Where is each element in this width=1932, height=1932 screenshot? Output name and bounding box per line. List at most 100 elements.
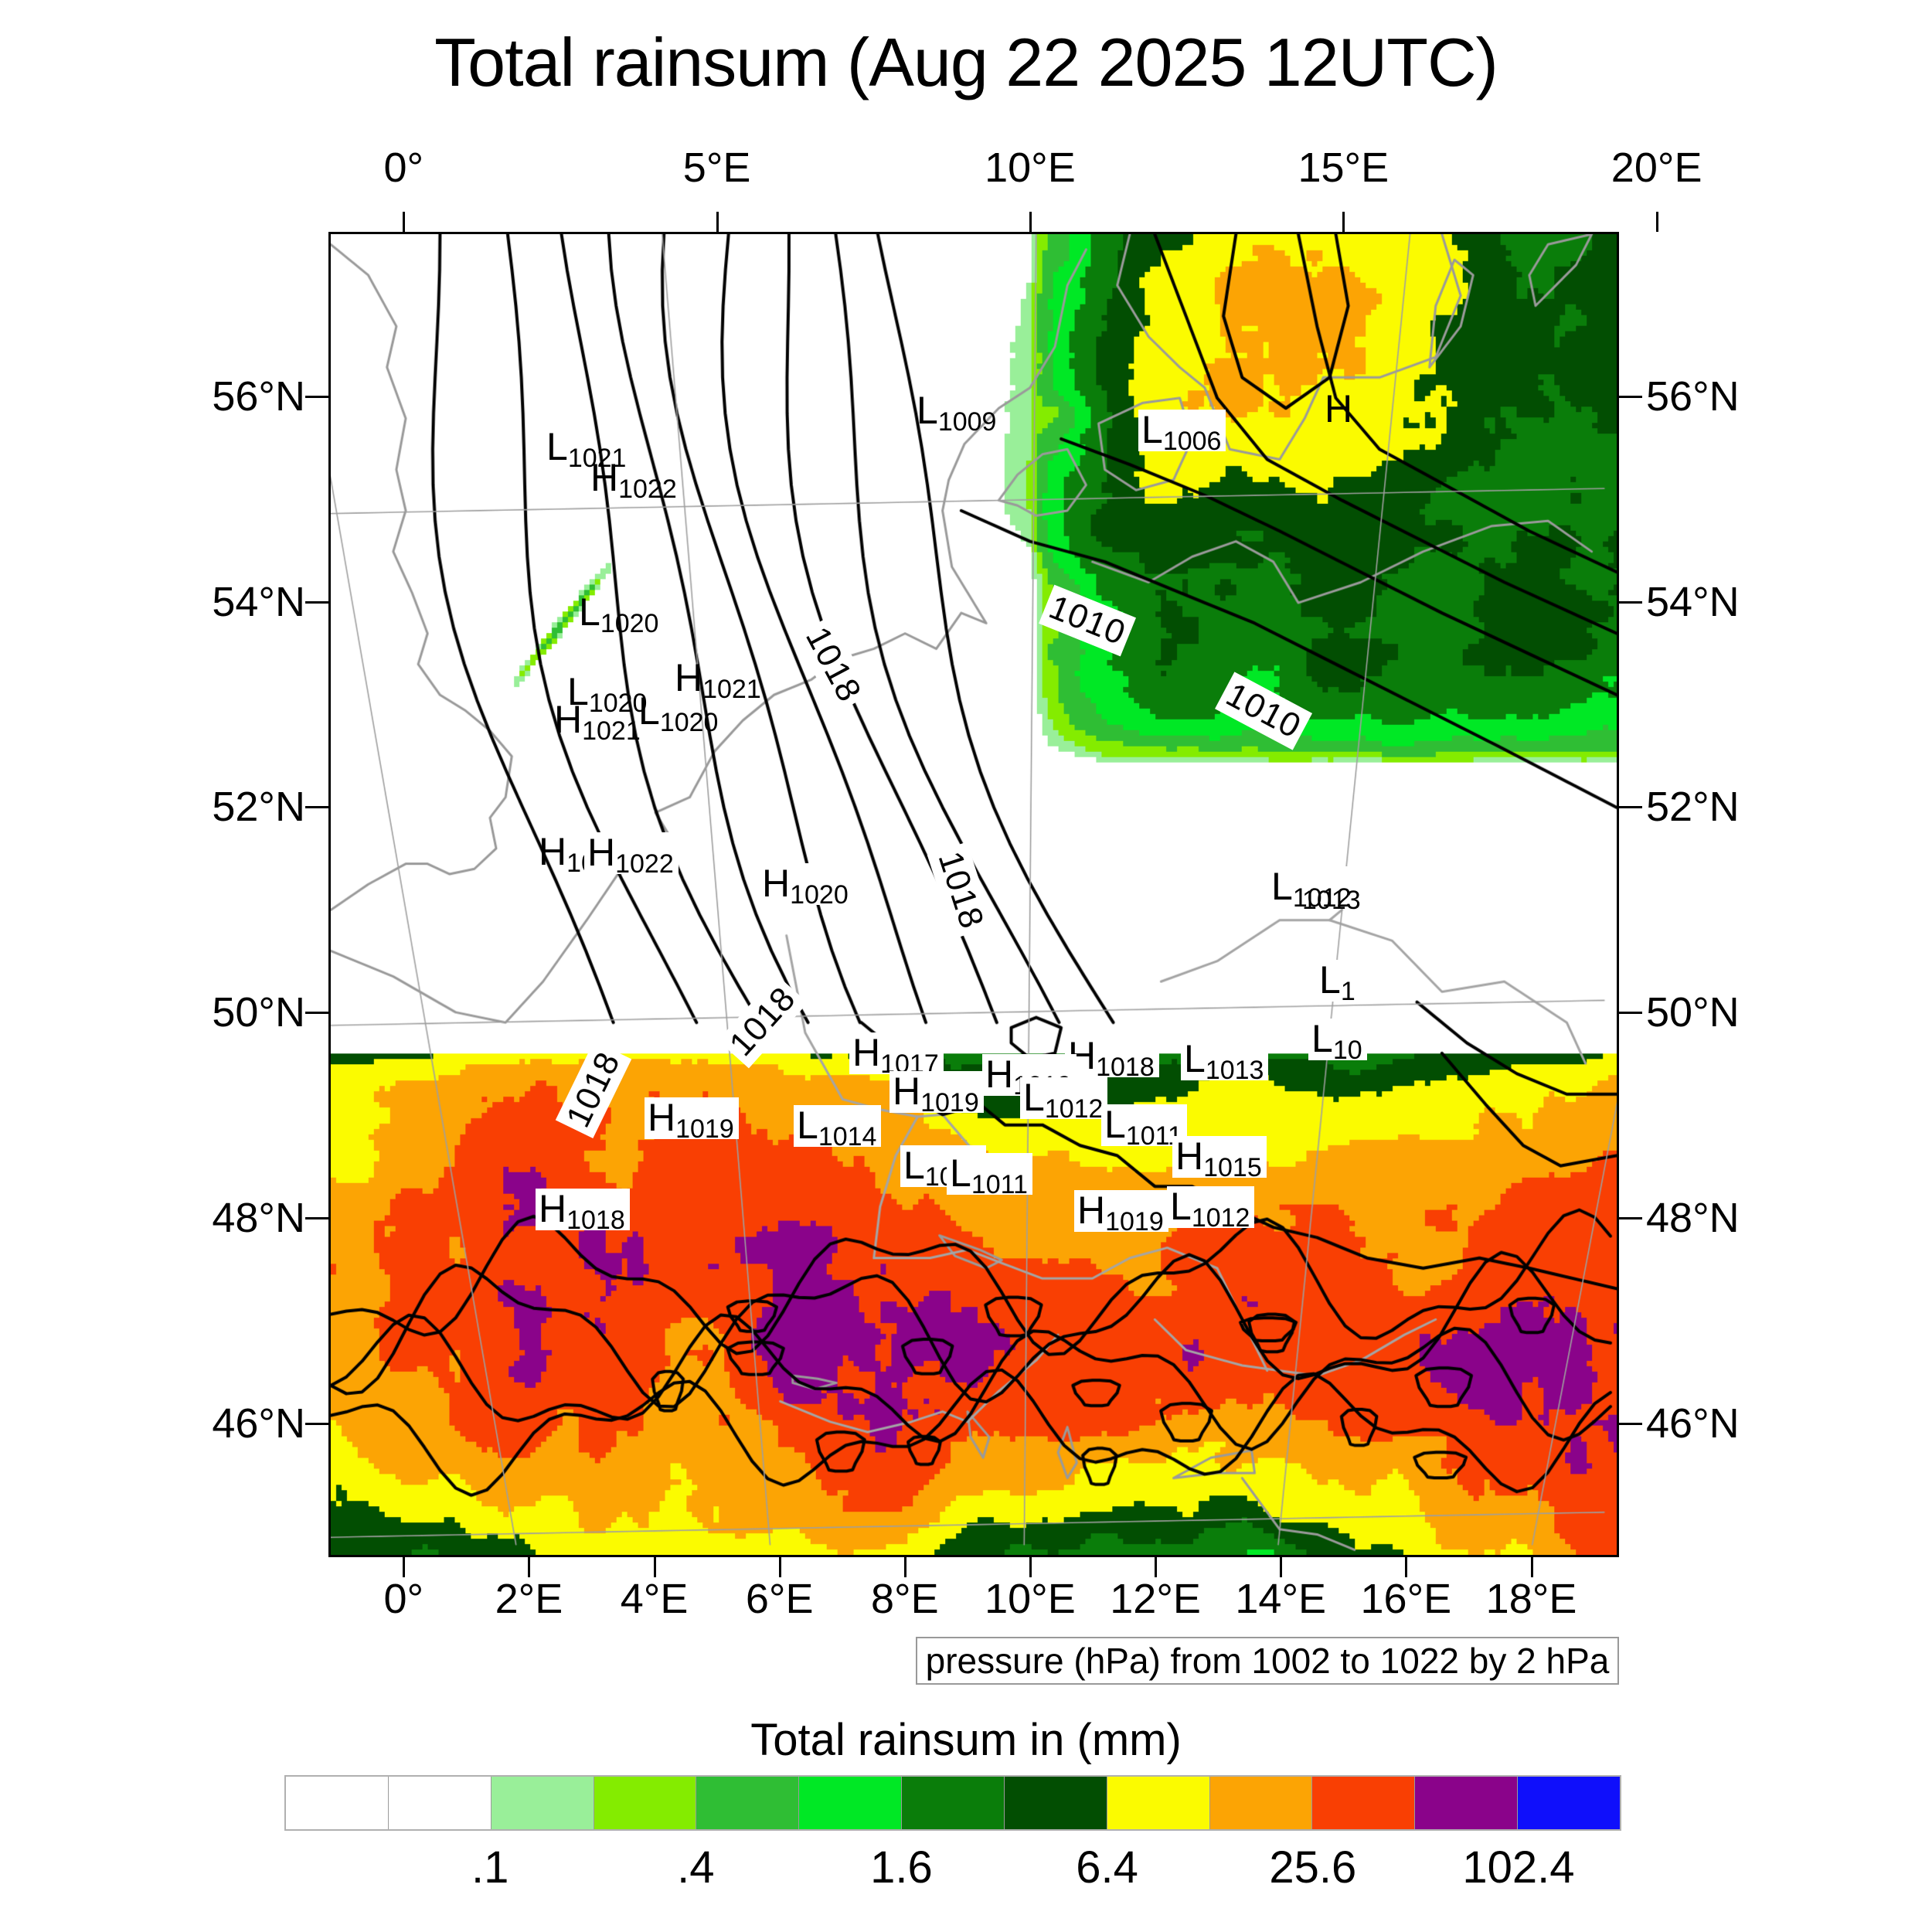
- pressure-marker-high-25: H1015: [1172, 1134, 1267, 1181]
- pressure-marker-low-7: L1009: [913, 390, 1001, 435]
- axis-label-bottom-2: 4°E: [620, 1576, 689, 1622]
- colorbar-swatch-7[interactable]: [1004, 1777, 1107, 1829]
- pressure-marker-symbol: L: [1104, 1103, 1126, 1146]
- pressure-marker-value: 10: [1332, 1036, 1362, 1065]
- axis-tick: [528, 1557, 531, 1577]
- pressure-marker-symbol: H: [554, 698, 583, 741]
- pressure-marker-low-8: L1006: [1138, 408, 1226, 454]
- axis-tick: [1619, 1012, 1642, 1015]
- pressure-marker-high-12: H1020: [759, 862, 853, 908]
- pressure-marker-symbol: L: [579, 590, 600, 634]
- pressure-marker-symbol: L: [797, 1104, 818, 1147]
- colorbar-tick-4: 25.6: [1269, 1842, 1357, 1893]
- axis-tick: [305, 395, 328, 398]
- pressure-marker-value-31: 1013: [1299, 879, 1366, 913]
- map-plot-area[interactable]: [328, 232, 1619, 1557]
- axis-tick: [1155, 1557, 1158, 1577]
- pressure-marker-low-14: L1: [1316, 958, 1360, 1005]
- colorbar-swatch-3[interactable]: [594, 1777, 697, 1829]
- pressure-marker-high-29: H1018: [536, 1187, 630, 1233]
- pressure-marker-value: 1020: [659, 708, 719, 737]
- colorbar-swatch-9[interactable]: [1209, 1777, 1313, 1829]
- colorbar-title: Total rainsum in (mm): [750, 1715, 1182, 1765]
- pressure-marker-symbol: L: [567, 670, 589, 713]
- axis-label-right-2: 52°N: [1646, 784, 1740, 831]
- axis-tick: [1029, 212, 1032, 232]
- pressure-marker-symbol: L: [1023, 1076, 1045, 1119]
- colorbar[interactable]: [284, 1775, 1621, 1831]
- axis-label-bottom-3: 6°E: [745, 1576, 814, 1622]
- pressure-marker-value: 1021: [567, 444, 627, 473]
- pressure-marker-value: 1018: [566, 1206, 625, 1235]
- pressure-marker-value: 1011: [971, 1170, 1028, 1199]
- axis-label-bottom-5: 10°E: [985, 1576, 1076, 1622]
- pressure-marker-low-21: L1012: [1020, 1076, 1108, 1122]
- axis-tick: [1619, 600, 1642, 604]
- colorbar-swatch-4[interactable]: [696, 1777, 800, 1829]
- colorbar-swatch-12[interactable]: [1518, 1777, 1620, 1829]
- axis-label-bottom-0: 0°: [383, 1576, 424, 1622]
- pressure-marker-symbol: L: [1319, 958, 1341, 1002]
- pressure-marker-value: 1022: [615, 849, 674, 879]
- axis-label-right-4: 48°N: [1646, 1195, 1740, 1242]
- pressure-marker-symbol: H: [1175, 1134, 1204, 1178]
- pressure-marker-low-15: L10: [1308, 1017, 1367, 1063]
- pressure-marker-value: 1021: [702, 675, 761, 704]
- axis-tick: [1619, 395, 1642, 398]
- axis-label-bottom-8: 16°E: [1360, 1576, 1452, 1622]
- axis-label-right-1: 54°N: [1646, 578, 1740, 625]
- colorbar-swatch-10[interactable]: [1312, 1777, 1416, 1829]
- pressure-marker-symbol: H: [985, 1053, 1014, 1096]
- colorbar-swatch-8[interactable]: [1107, 1777, 1210, 1829]
- axis-label-bottom-1: 2°E: [495, 1576, 563, 1622]
- colorbar-tick-0: .1: [471, 1842, 509, 1893]
- axis-label-left-0: 56°N: [212, 372, 305, 420]
- pressure-marker-high-11: H1022: [584, 831, 679, 877]
- axis-label-right-0: 56°N: [1646, 372, 1740, 420]
- pressure-marker-value: 1020: [790, 880, 849, 910]
- axis-label-left-3: 50°N: [212, 989, 305, 1036]
- pressure-marker-high-20: H1019: [889, 1071, 984, 1116]
- axis-tick: [653, 1557, 656, 1577]
- axis-tick: [1619, 806, 1642, 809]
- axis-tick: [778, 1557, 781, 1577]
- pressure-marker-value: 1020: [588, 689, 648, 718]
- axis-label-top-2: 10°E: [985, 145, 1076, 191]
- colorbar-swatch-1[interactable]: [388, 1777, 492, 1829]
- pressure-marker-high-6: H1021: [551, 698, 645, 744]
- axis-tick: [1342, 212, 1345, 232]
- pressure-marker-symbol: L: [1170, 1185, 1192, 1228]
- pressure-marker-symbol: H: [590, 456, 619, 499]
- pressure-marker-symbol: H: [762, 862, 791, 905]
- pressure-marker-symbol: H: [539, 830, 567, 873]
- colorbar-swatch-6[interactable]: [902, 1777, 1005, 1829]
- axis-label-bottom-9: 18°E: [1485, 1576, 1577, 1622]
- pressure-marker-symbol: L: [1141, 408, 1163, 451]
- colorbar-tick-2: 1.6: [870, 1842, 933, 1893]
- pressure-marker-symbol: H: [587, 831, 616, 874]
- colorbar-swatch-11[interactable]: [1415, 1777, 1519, 1829]
- pressure-marker-value: 1019: [920, 1088, 979, 1117]
- axis-label-right-5: 46°N: [1646, 1400, 1740, 1447]
- pressure-marker-symbol: H: [539, 1187, 567, 1230]
- pressure-marker-high-1: H1022: [587, 456, 682, 502]
- axis-tick: [305, 1012, 328, 1015]
- axis-tick: [403, 212, 406, 232]
- colorbar-swatch-2[interactable]: [491, 1777, 594, 1829]
- axis-tick: [1530, 1557, 1533, 1577]
- pressure-marker-low-23: L1014: [794, 1104, 882, 1150]
- colorbar-tick-3: 6.4: [1076, 1842, 1138, 1893]
- pressure-legend-text: pressure (hPa) from 1002 to 1022 by 2 hP…: [925, 1641, 1610, 1681]
- colorbar-swatch-0[interactable]: [286, 1777, 389, 1829]
- pressure-marker-symbol: H: [675, 656, 703, 699]
- pressure-marker-value: 1015: [1203, 1153, 1262, 1182]
- colorbar-tick-labels: .1 .4 1.6 6.4 25.6 102.4: [284, 1842, 1621, 1903]
- axis-label-bottom-6: 12°E: [1110, 1576, 1201, 1622]
- pressure-marker-value: 1012: [1044, 1094, 1104, 1124]
- colorbar-swatch-5[interactable]: [799, 1777, 903, 1829]
- pressure-marker-value: 1020: [600, 609, 659, 638]
- pressure-marker-high-16: H1017: [849, 1032, 944, 1077]
- pressure-marker-low-18: L1013: [1181, 1039, 1269, 1083]
- pressure-marker-value: 1013: [1205, 1056, 1264, 1085]
- pressure-marker-symbol: L: [1311, 1017, 1333, 1060]
